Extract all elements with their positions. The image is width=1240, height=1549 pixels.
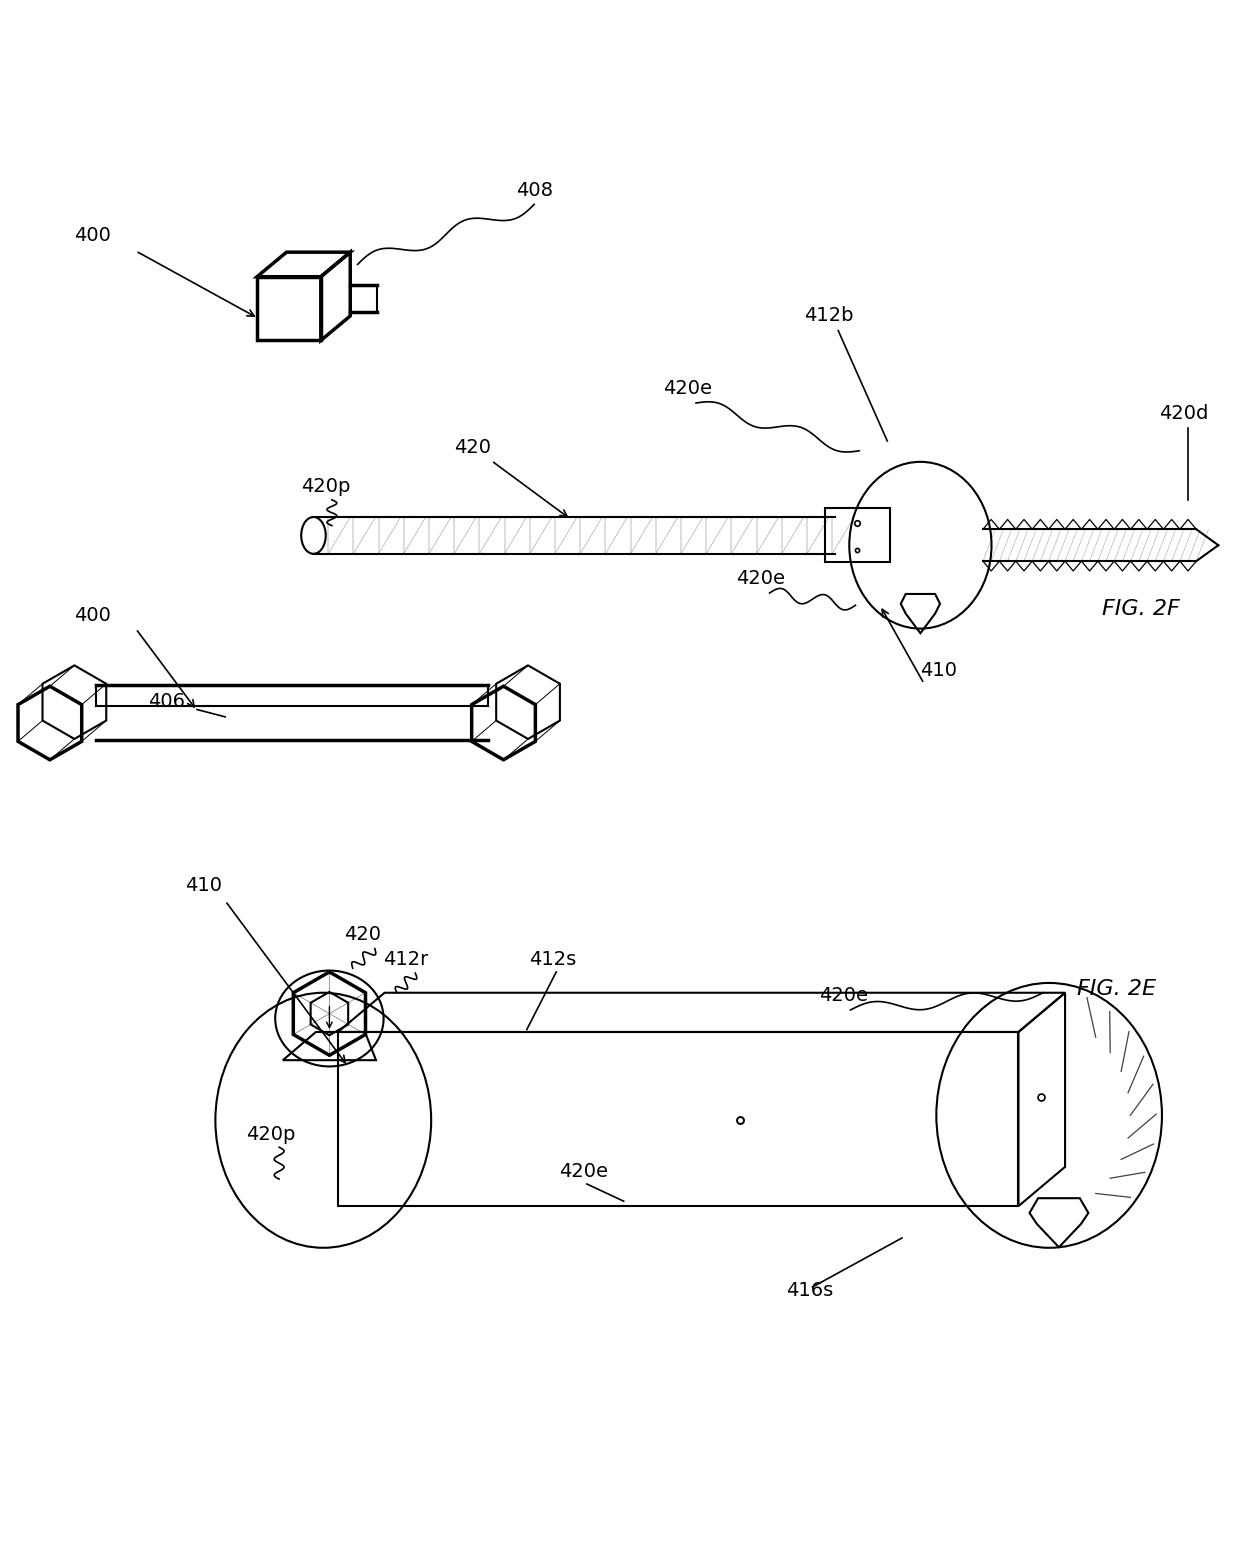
Text: 412r: 412r xyxy=(383,950,428,968)
Text: 420p: 420p xyxy=(246,1125,295,1143)
Text: 412s: 412s xyxy=(529,950,577,968)
Text: 420e: 420e xyxy=(559,1162,608,1180)
Text: 410: 410 xyxy=(185,877,222,895)
Text: 420p: 420p xyxy=(301,477,351,497)
Text: 420: 420 xyxy=(343,925,381,943)
Text: 420e: 420e xyxy=(663,380,712,398)
Text: 420e: 420e xyxy=(818,987,868,1005)
Text: 406: 406 xyxy=(148,692,185,711)
Text: 410: 410 xyxy=(920,661,957,680)
Text: FIG. 2E: FIG. 2E xyxy=(1078,979,1156,999)
Text: 420: 420 xyxy=(454,438,491,457)
Text: FIG. 2F: FIG. 2F xyxy=(1102,599,1180,620)
Text: 416s: 416s xyxy=(786,1281,833,1300)
Text: 420e: 420e xyxy=(737,570,785,589)
Text: 400: 400 xyxy=(74,226,112,245)
Text: 400: 400 xyxy=(74,606,112,626)
Text: 420d: 420d xyxy=(1159,404,1209,423)
Text: 408: 408 xyxy=(516,181,553,200)
Text: 412b: 412b xyxy=(804,305,853,325)
